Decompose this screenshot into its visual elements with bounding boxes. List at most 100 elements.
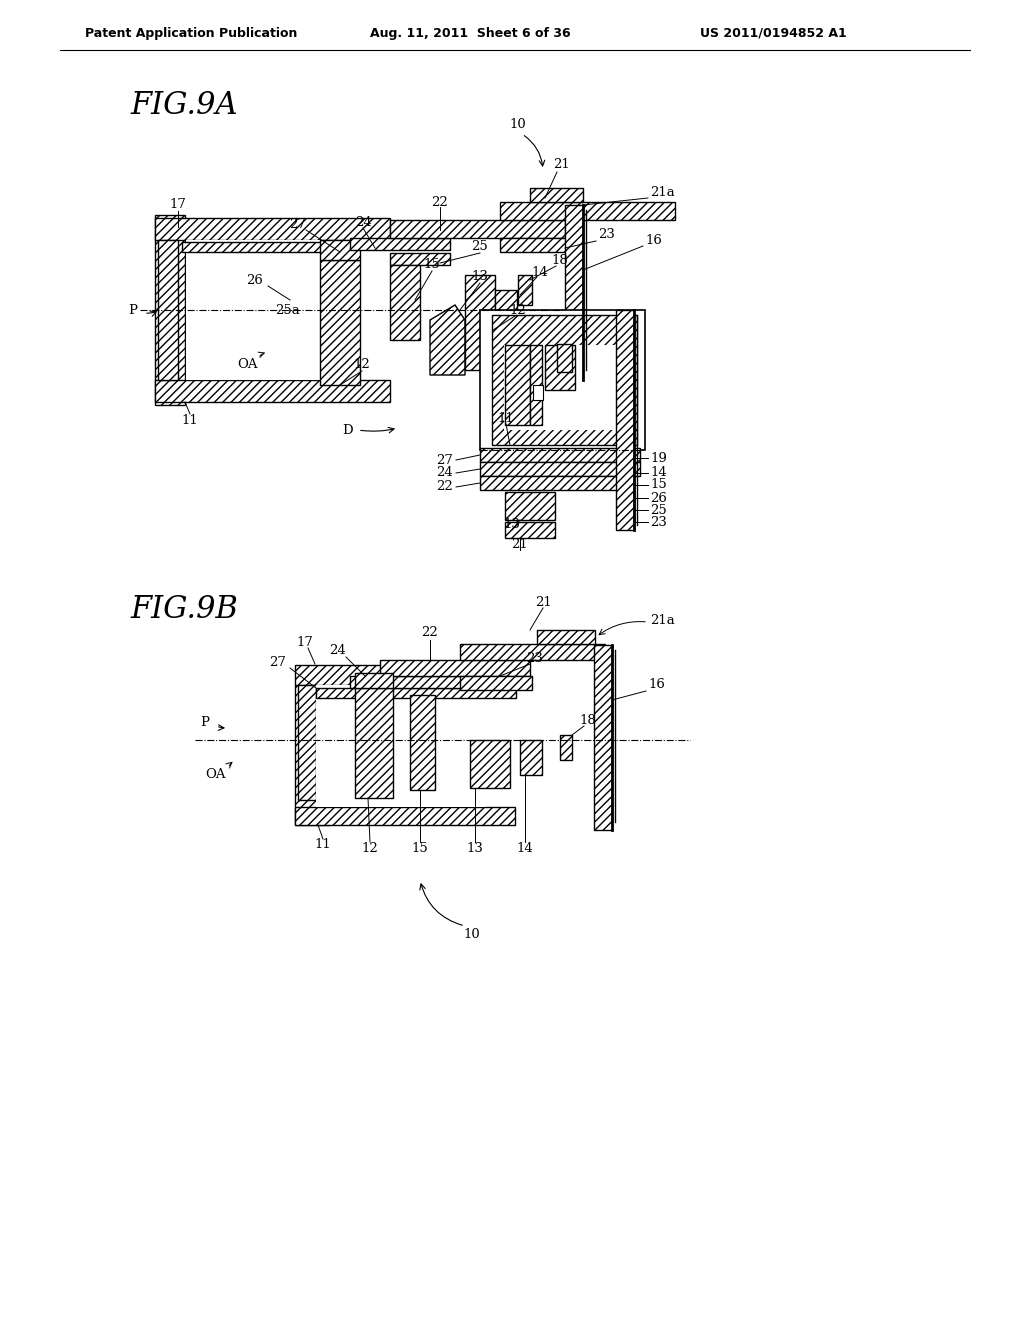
Text: 21a: 21a [650,186,675,198]
Text: OA: OA [238,359,258,371]
Bar [316,688,516,698]
Text: 12: 12 [361,842,379,854]
Text: 22: 22 [422,627,438,639]
Bar [380,660,530,676]
Text: 13: 13 [472,271,488,284]
Bar [155,215,185,405]
Text: 26: 26 [650,491,667,504]
Text: 25: 25 [472,240,488,253]
Bar [460,644,605,660]
Bar [460,676,532,690]
Bar [155,380,390,403]
Bar [545,345,575,389]
Text: 15: 15 [424,259,440,272]
Bar [350,676,515,688]
Bar [410,696,435,789]
Bar [295,807,515,825]
Text: 18: 18 [580,714,596,726]
Text: 13: 13 [467,842,483,854]
Text: 23: 23 [650,516,667,528]
Bar [495,290,517,335]
Text: 27: 27 [269,656,287,669]
Bar [465,275,495,370]
Bar [480,477,620,490]
Bar [518,275,532,305]
Bar [350,238,450,249]
Text: 24: 24 [330,644,346,657]
Bar [390,253,450,265]
Bar [530,187,583,202]
Text: 26: 26 [247,273,263,286]
Bar [594,645,612,830]
Text: 15: 15 [412,842,428,854]
Bar [298,685,316,800]
Bar [390,265,420,341]
Text: 10: 10 [510,119,526,132]
Text: 24: 24 [436,466,453,479]
Text: 21: 21 [554,158,570,172]
Text: US 2011/0194852 A1: US 2011/0194852 A1 [700,26,847,40]
Bar [480,462,640,477]
Text: 23: 23 [598,228,614,242]
Text: D: D [343,424,353,437]
Bar [492,315,637,445]
Bar [186,240,351,380]
Bar [537,630,595,644]
Text: 13: 13 [504,519,520,532]
Text: 18: 18 [552,253,568,267]
Text: 12: 12 [510,304,526,317]
Bar [390,220,565,238]
Text: 21: 21 [512,539,528,552]
Text: 15: 15 [650,479,667,491]
Bar [355,688,393,799]
Bar [319,260,360,385]
Text: 14: 14 [650,466,667,479]
Text: 16: 16 [648,678,665,692]
Bar [480,310,645,450]
Bar [295,685,330,825]
Text: P: P [128,304,137,317]
Text: 19: 19 [650,451,667,465]
Text: 22: 22 [432,195,449,209]
Text: 12: 12 [353,359,371,371]
Bar [500,202,675,220]
Bar [505,492,555,520]
Text: 27: 27 [290,219,306,231]
Text: 14: 14 [531,265,549,279]
Text: 25a: 25a [275,304,300,317]
Text: 11: 11 [314,838,332,851]
Text: Aug. 11, 2011  Sheet 6 of 36: Aug. 11, 2011 Sheet 6 of 36 [370,26,570,40]
Bar [505,345,530,425]
Text: FIG.9B: FIG.9B [130,594,238,626]
Bar [505,521,555,539]
Bar [319,240,360,260]
Bar [557,345,572,372]
Text: 10: 10 [464,928,480,941]
Bar [565,205,583,380]
Bar [355,673,393,688]
Text: 17: 17 [170,198,186,211]
Bar [560,735,572,760]
Text: OA: OA [205,768,225,781]
Text: 21: 21 [535,595,551,609]
Bar [520,741,542,775]
Bar [470,741,510,788]
Bar [155,218,390,240]
Polygon shape [430,305,465,375]
Bar [480,447,640,462]
Bar [530,345,542,425]
Text: 14: 14 [517,842,534,854]
Bar [316,685,486,807]
Text: P: P [201,715,210,729]
Bar [158,240,178,380]
Bar [504,345,622,430]
Bar [182,242,352,252]
Text: 25: 25 [650,503,667,516]
Text: 17: 17 [297,635,313,648]
Text: 22: 22 [436,480,453,494]
Text: 23: 23 [526,652,544,664]
Bar [295,665,515,685]
Text: FIG.9A: FIG.9A [130,90,238,120]
Text: 24: 24 [354,215,372,228]
Bar [616,310,634,531]
